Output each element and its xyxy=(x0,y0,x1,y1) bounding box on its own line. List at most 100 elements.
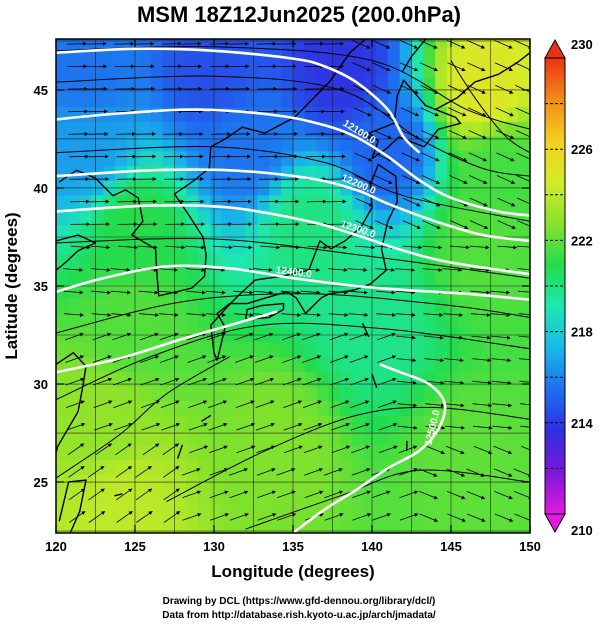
wind-arrow xyxy=(424,380,445,385)
field-cell xyxy=(518,91,530,108)
field-cell xyxy=(186,268,199,284)
field-cell xyxy=(328,253,341,269)
wind-arrow xyxy=(352,513,372,521)
field-cell xyxy=(470,165,484,181)
field-cell xyxy=(186,121,199,137)
field-cell xyxy=(304,341,318,358)
field-cell xyxy=(399,312,413,328)
field-cell xyxy=(257,415,270,431)
field-cell xyxy=(506,385,519,402)
wind-arrow xyxy=(450,220,469,229)
wind-arrow xyxy=(260,245,281,250)
field-cell xyxy=(115,297,128,314)
field-cell xyxy=(399,268,413,284)
field-cell xyxy=(91,62,104,78)
field-cell xyxy=(150,444,164,461)
wind-arrow xyxy=(420,84,439,94)
field-cell xyxy=(245,47,259,64)
field-cell xyxy=(127,209,140,225)
field-cell xyxy=(103,253,116,269)
field-cell xyxy=(198,356,211,372)
field-cell xyxy=(162,385,176,402)
wind-arrow xyxy=(234,355,254,363)
field-cell xyxy=(423,488,436,505)
wind-arrow xyxy=(276,468,296,476)
wind-arrow xyxy=(400,84,419,94)
field-cell xyxy=(293,415,306,431)
wind-arrow xyxy=(138,290,159,295)
field-cell xyxy=(281,150,294,167)
field-cell xyxy=(328,400,341,416)
field-cell xyxy=(221,150,235,167)
wind-arrow xyxy=(497,220,516,229)
wind-arrow xyxy=(257,490,277,499)
field-cell xyxy=(518,400,530,416)
field-cell xyxy=(387,518,401,533)
wind-arrow xyxy=(378,445,398,454)
field-cell xyxy=(304,194,318,211)
wind-arrow xyxy=(469,197,488,207)
wind-arrow xyxy=(445,425,466,430)
wind-arrow xyxy=(95,443,113,456)
field-cell xyxy=(162,165,176,181)
wind-arrow xyxy=(256,468,276,476)
field-cell xyxy=(174,385,187,402)
wind-arrow xyxy=(92,332,112,341)
field-cell xyxy=(447,268,460,284)
wind-arrow xyxy=(181,468,201,476)
field-cell xyxy=(375,430,389,446)
wind-arrow xyxy=(395,312,416,317)
field-cell xyxy=(316,106,330,122)
wind-arrow xyxy=(187,377,207,386)
wind-arrow xyxy=(420,107,439,117)
wind-arrow xyxy=(466,513,486,522)
wind-arrow xyxy=(396,335,417,340)
field-cell xyxy=(435,39,448,49)
wind-arrow xyxy=(91,290,112,295)
wind-arrow xyxy=(517,220,530,227)
field-cell xyxy=(399,341,413,358)
field-cell xyxy=(162,503,176,519)
wind-arrow xyxy=(354,152,373,162)
field-cell xyxy=(494,312,507,328)
field-cell xyxy=(352,194,365,211)
wind-arrow xyxy=(515,107,530,117)
field-cell xyxy=(127,47,140,64)
wind-arrow xyxy=(517,290,530,293)
wind-arrow xyxy=(212,245,233,250)
field-cell xyxy=(174,224,187,240)
field-cell xyxy=(150,136,164,152)
field-cell xyxy=(518,39,530,49)
wind-arrow xyxy=(187,332,207,341)
field-cell xyxy=(399,47,413,64)
field-cell xyxy=(221,503,235,519)
field-cell xyxy=(399,356,413,372)
wind-arrow xyxy=(330,377,350,386)
field-cell xyxy=(387,39,401,49)
field-cell xyxy=(257,444,270,461)
field-cell xyxy=(221,121,235,137)
field-cell xyxy=(435,194,448,211)
chart-title: MSM 18Z12Jun2025 (200.0hPa) xyxy=(137,2,461,27)
field-cell xyxy=(138,385,152,402)
field-cell xyxy=(221,356,235,372)
field-cell xyxy=(293,150,306,167)
wind-arrow xyxy=(375,290,396,295)
field-cell xyxy=(150,194,164,211)
field-cell xyxy=(316,385,330,402)
field-cell xyxy=(435,488,448,505)
field-cell xyxy=(103,503,116,519)
field-cell xyxy=(458,121,472,137)
field-cell xyxy=(210,385,223,402)
field-cell xyxy=(186,209,199,225)
field-cell xyxy=(198,488,211,505)
wind-arrow xyxy=(353,130,373,139)
field-cell xyxy=(257,371,270,387)
field-cell xyxy=(79,106,93,122)
field-cell xyxy=(115,209,128,225)
field-cell xyxy=(387,430,401,446)
field-cell xyxy=(316,297,330,314)
field-cell xyxy=(411,341,424,358)
field-cell xyxy=(458,91,472,108)
x-tick-label: 140 xyxy=(361,539,383,554)
